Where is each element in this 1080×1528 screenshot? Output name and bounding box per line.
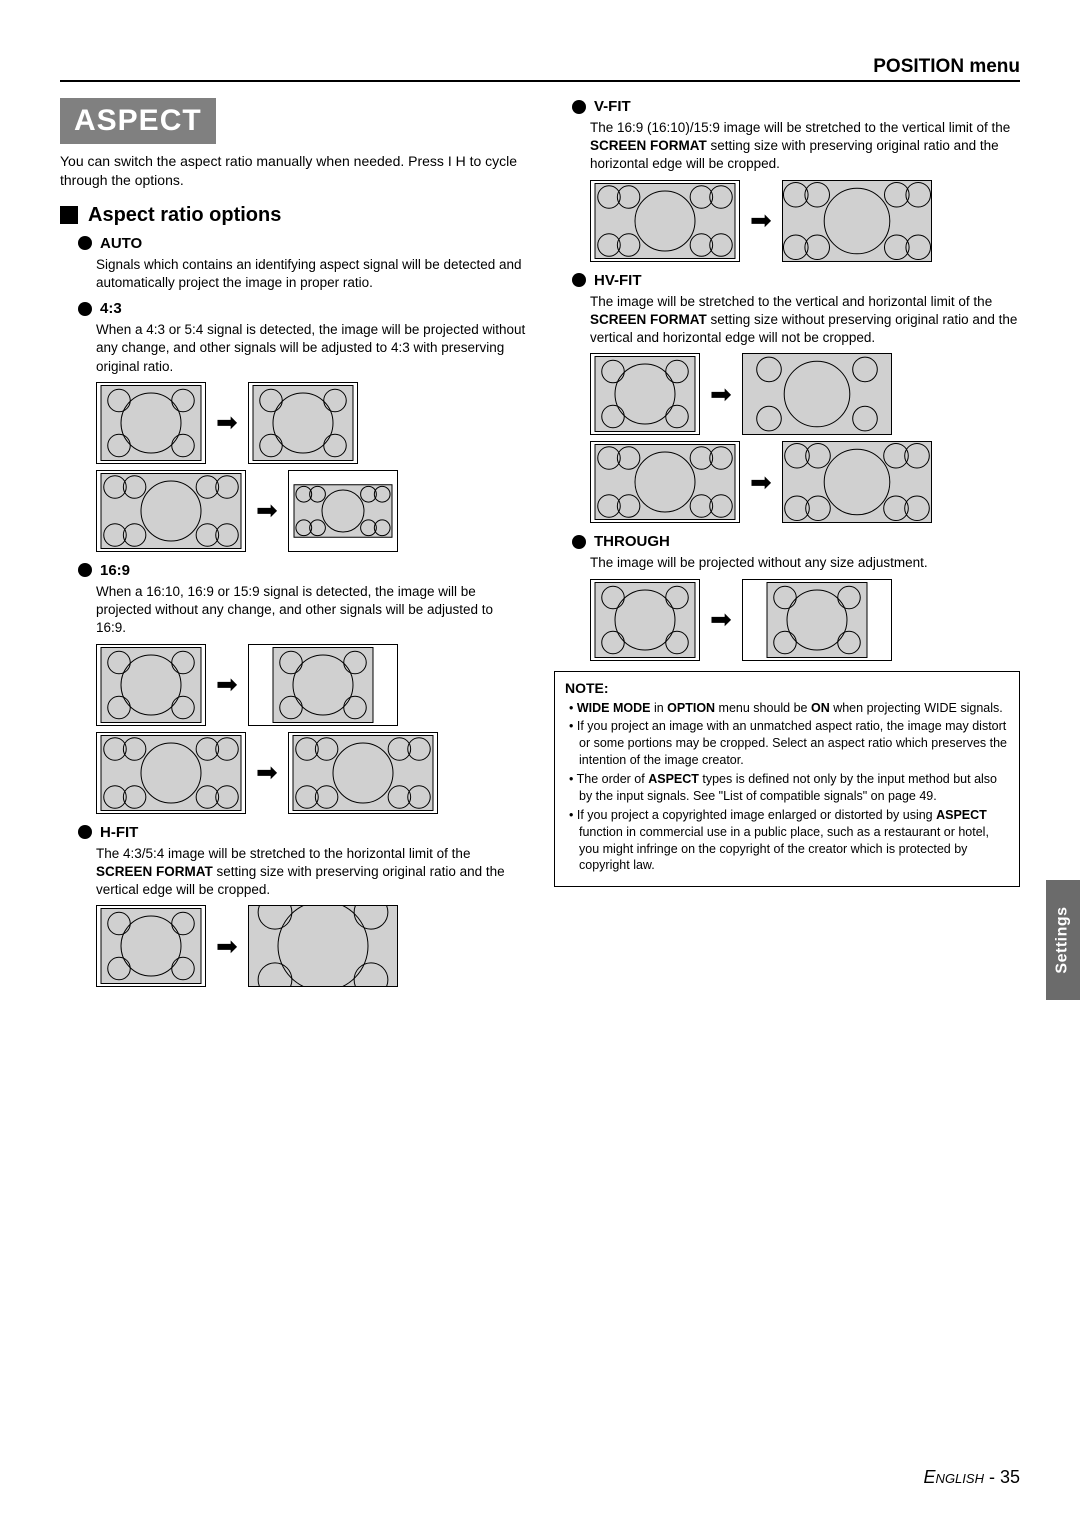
note-item: WIDE MODE in OPTION menu should be ON wh…	[569, 700, 1009, 717]
sample-vfit-out	[782, 180, 932, 262]
hfit-heading: H-FIT	[78, 824, 526, 841]
vfit-title: V-FIT	[594, 98, 631, 115]
sample-43-in-hvfit	[590, 353, 700, 435]
sample-43-out-169	[248, 644, 398, 726]
note-list: WIDE MODE in OPTION menu should be ON wh…	[565, 700, 1009, 875]
section-title-box: ASPECT	[60, 98, 216, 144]
arrow-icon: ➡	[710, 604, 732, 635]
left-column: ASPECT You can switch the aspect ratio m…	[60, 98, 526, 997]
sample-43-in-hfit	[96, 905, 206, 987]
header-menu-title: POSITION menu	[873, 56, 1020, 78]
hvfit-title: HV-FIT	[594, 272, 642, 289]
r43-diagram: ➡ ➡	[96, 382, 526, 552]
sample-hfit-out	[248, 905, 398, 987]
sample-43-in-through	[590, 579, 700, 661]
vfit-heading: V-FIT	[572, 98, 1020, 115]
sample-43-out-hvfit	[742, 353, 892, 435]
auto-body: Signals which contains an identifying as…	[96, 256, 526, 292]
note-title: NOTE:	[565, 680, 1009, 696]
dot-bullet-icon	[78, 825, 92, 839]
r43-body: When a 4:3 or 5:4 signal is detected, th…	[96, 321, 526, 376]
side-tab: Settings	[1046, 880, 1080, 1000]
sample-43-out-43	[248, 382, 358, 464]
r169-heading: 16:9	[78, 562, 526, 579]
aspect-options-heading: Aspect ratio options	[60, 204, 526, 227]
square-bullet-icon	[60, 206, 78, 224]
hfit-body: The 4:3/5:4 image will be stretched to t…	[96, 845, 526, 900]
hfit-diagram: ➡	[96, 905, 526, 987]
footer-page: 35	[1000, 1467, 1020, 1487]
r169-body: When a 16:10, 16:9 or 15:9 signal is det…	[96, 583, 526, 638]
note-box: NOTE: WIDE MODE in OPTION menu should be…	[554, 671, 1020, 888]
note-item: If you project a copyrighted image enlar…	[569, 807, 1009, 875]
hvfit-body: The image will be stretched to the verti…	[590, 293, 1020, 348]
sample-169-in-169	[96, 732, 246, 814]
sample-169-out-169	[288, 732, 438, 814]
dot-bullet-icon	[572, 273, 586, 287]
arrow-icon: ➡	[750, 467, 772, 498]
arrow-icon: ➡	[216, 931, 238, 962]
vfit-body: The 16:9 (16:10)/15:9 image will be stre…	[590, 119, 1020, 174]
footer: English - 35	[924, 1467, 1020, 1488]
r169-title: 16:9	[100, 562, 130, 579]
sample-169-in-43	[96, 470, 246, 552]
sample-43-in-169	[96, 644, 206, 726]
dot-bullet-icon	[78, 563, 92, 577]
hvfit-diagram: ➡ ➡	[590, 353, 1020, 523]
r43-title: 4:3	[100, 300, 122, 317]
note-item: The order of ASPECT types is defined not…	[569, 771, 1009, 805]
auto-title: AUTO	[100, 235, 142, 252]
sample-169-out-hvfit	[782, 441, 932, 523]
intro-text: You can switch the aspect ratio manually…	[60, 152, 526, 190]
footer-sep: -	[984, 1467, 1000, 1487]
arrow-icon: ➡	[216, 669, 238, 700]
note-item: If you project an image with an unmatche…	[569, 718, 1009, 769]
arrow-icon: ➡	[256, 495, 278, 526]
sample-43-out-through	[742, 579, 892, 661]
auto-heading: AUTO	[78, 235, 526, 252]
header-rule: POSITION menu	[60, 60, 1020, 82]
h2-text: Aspect ratio options	[88, 204, 281, 227]
sample-169-out-43	[288, 470, 398, 552]
dot-bullet-icon	[572, 535, 586, 549]
arrow-icon: ➡	[710, 379, 732, 410]
dot-bullet-icon	[572, 100, 586, 114]
hvfit-heading: HV-FIT	[572, 272, 1020, 289]
sample-43-in-43	[96, 382, 206, 464]
sample-169-in-hvfit	[590, 441, 740, 523]
through-body: The image will be projected without any …	[590, 554, 1020, 572]
dot-bullet-icon	[78, 236, 92, 250]
footer-lang: English	[924, 1467, 984, 1487]
hfit-title: H-FIT	[100, 824, 138, 841]
content-columns: ASPECT You can switch the aspect ratio m…	[60, 98, 1020, 997]
through-title: THROUGH	[594, 533, 670, 550]
r43-heading: 4:3	[78, 300, 526, 317]
through-heading: THROUGH	[572, 533, 1020, 550]
side-tab-label: Settings	[1054, 906, 1072, 973]
through-diagram: ➡	[590, 579, 1020, 661]
arrow-icon: ➡	[256, 757, 278, 788]
arrow-icon: ➡	[216, 407, 238, 438]
sample-169-in-vfit	[590, 180, 740, 262]
right-column: V-FIT The 16:9 (16:10)/15:9 image will b…	[554, 98, 1020, 997]
dot-bullet-icon	[78, 302, 92, 316]
arrow-icon: ➡	[750, 205, 772, 236]
vfit-diagram: ➡	[590, 180, 1020, 262]
r169-diagram: ➡ ➡	[96, 644, 526, 814]
